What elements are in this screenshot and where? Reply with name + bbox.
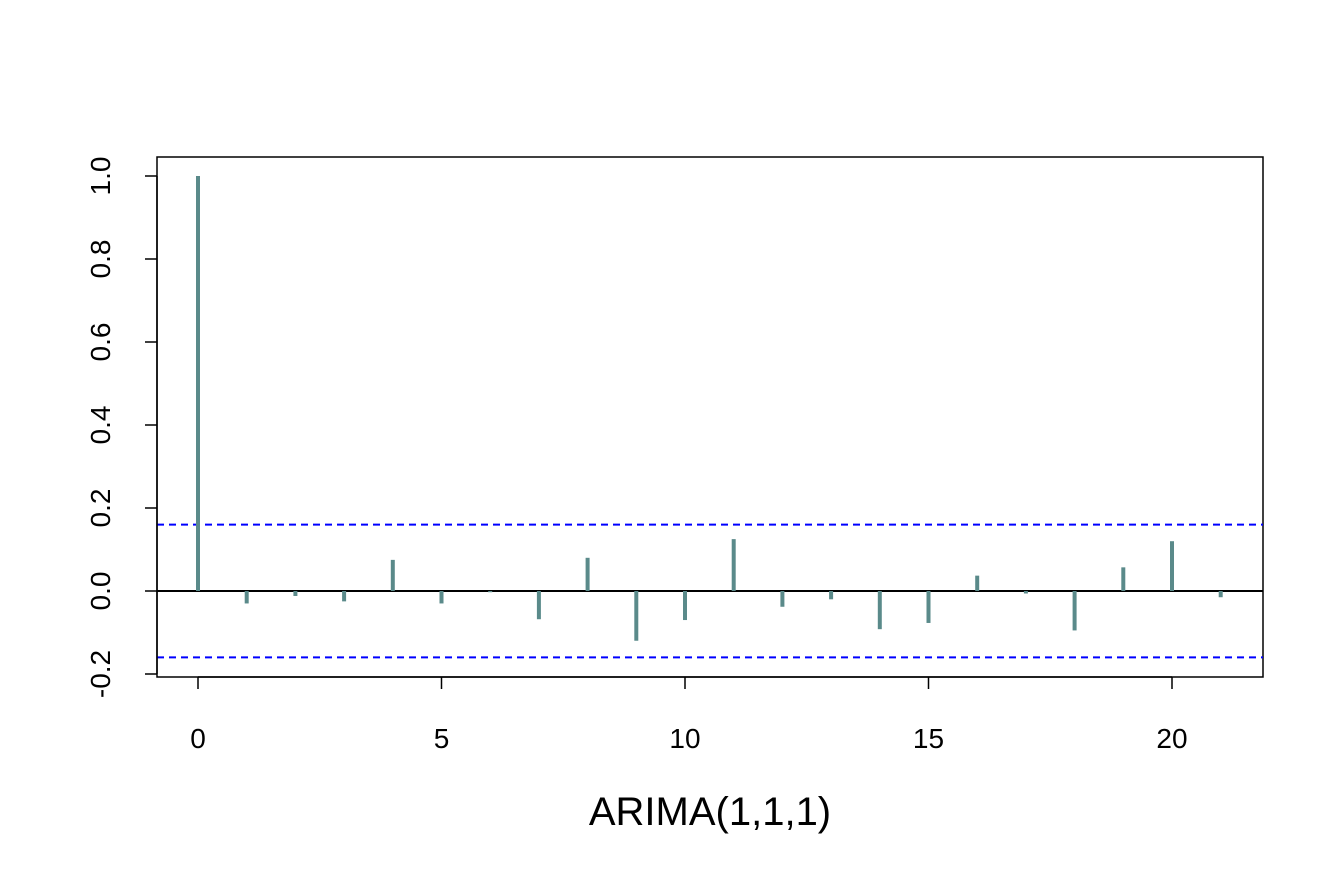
x-tick-label: 20 (1156, 723, 1187, 754)
x-tick-label: 10 (669, 723, 700, 754)
y-tick-label: 0.4 (85, 406, 116, 445)
x-tick-label: 5 (434, 723, 450, 754)
y-tick-label: -0.2 (85, 650, 116, 698)
y-tick-label: 0.6 (85, 323, 116, 362)
y-tick-label: 0.2 (85, 489, 116, 528)
confidence-bounds (157, 523, 1263, 659)
x-tick-label: 15 (913, 723, 944, 754)
y-tick-label: 0.0 (85, 572, 116, 611)
x-tick-label: 0 (190, 723, 206, 754)
x-axis: 0 5 10 15 20 (190, 676, 1188, 754)
acf-bars (196, 176, 1223, 641)
y-tick-label: 1.0 (85, 157, 116, 196)
plot-frame (156, 156, 1264, 678)
y-axis: -0.2 0.0 0.2 0.4 0.6 0.8 1.0 (85, 157, 158, 698)
y-tick-label: 0.8 (85, 240, 116, 279)
x-axis-title: ARIMA(1,1,1) (589, 790, 831, 834)
